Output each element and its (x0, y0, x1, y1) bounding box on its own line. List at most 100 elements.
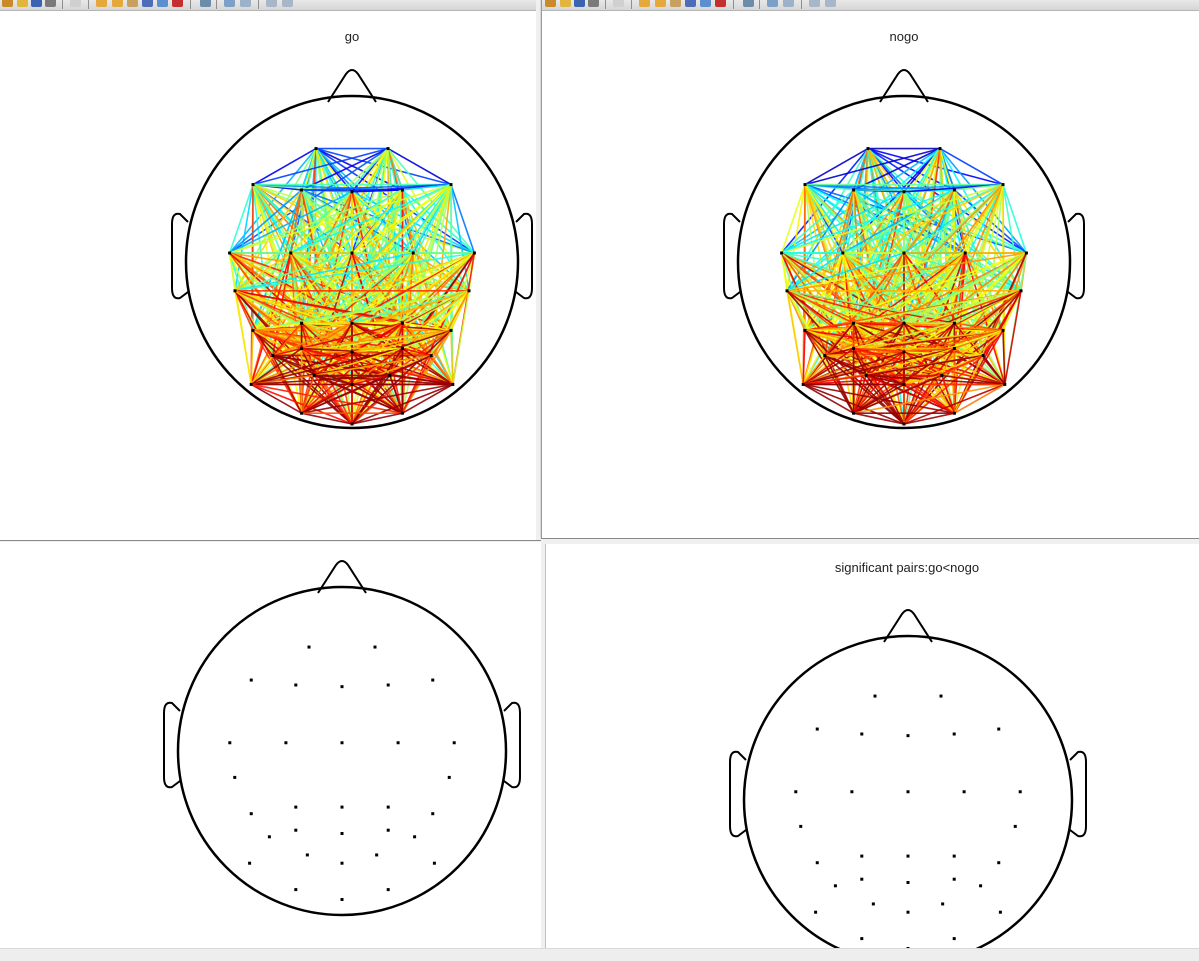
connectivity-line (301, 252, 475, 324)
connectivity-line (351, 290, 470, 324)
save-icon[interactable] (31, 0, 42, 7)
connectivity-line (804, 252, 966, 332)
connectivity-line (351, 383, 454, 425)
link-icon[interactable] (200, 0, 211, 7)
connectivity-line (351, 351, 432, 357)
connectivity-line (234, 252, 292, 292)
colorbar-icon[interactable] (767, 0, 778, 7)
electrode-marker (902, 422, 906, 426)
connectivity-line (865, 347, 955, 377)
legend-icon[interactable] (783, 0, 794, 7)
hide-tools-icon[interactable] (809, 0, 820, 7)
connectivity-line (853, 183, 1004, 191)
connectivity-line (786, 252, 966, 292)
link-icon[interactable] (743, 0, 754, 7)
connectivity-line (250, 189, 303, 385)
data-cursor-icon[interactable] (700, 0, 711, 7)
connectivity-line (852, 347, 905, 425)
save-icon[interactable] (574, 0, 585, 7)
nose-outline (327, 69, 377, 103)
right-ear-outline (1067, 212, 1085, 300)
connectivity-line (251, 374, 315, 386)
connectivity-line (786, 290, 804, 385)
connectivity-line (300, 191, 353, 324)
connectivity-line (786, 183, 1004, 292)
connectivity-line (954, 322, 1004, 332)
zoom-out-icon[interactable] (655, 0, 666, 7)
electrode-marker (429, 354, 433, 358)
electrode-marker (852, 411, 856, 415)
new-figure-icon[interactable] (545, 0, 556, 7)
show-tools-icon[interactable] (825, 0, 836, 7)
connectivity-line (250, 383, 353, 425)
rotate-icon[interactable] (142, 0, 153, 7)
connectivity-line (781, 189, 955, 254)
electrode-marker (386, 828, 390, 832)
connectivity-line (250, 355, 274, 385)
edit-plot-icon[interactable] (70, 0, 81, 7)
connectivity-line (804, 183, 955, 191)
electrode-marker (963, 251, 967, 255)
headplot-go (171, 69, 533, 430)
connectivity-line (234, 290, 252, 385)
figure-go: go (0, 0, 536, 540)
pan-icon[interactable] (670, 0, 681, 7)
brush-icon[interactable] (172, 0, 183, 7)
electrode-marker (312, 373, 316, 377)
new-figure-icon[interactable] (2, 0, 13, 7)
nose-outline (883, 609, 933, 643)
hide-tools-icon[interactable] (266, 0, 277, 7)
connectivity-line (953, 252, 966, 414)
nose-outline (879, 69, 929, 103)
connectivity-line (228, 184, 254, 254)
connectivity-line (853, 412, 905, 425)
connectivity-line (313, 351, 353, 377)
open-file-icon[interactable] (560, 0, 571, 7)
brush-icon[interactable] (715, 0, 726, 7)
connectivity-line (903, 290, 1022, 324)
electrode-marker (431, 812, 435, 816)
electrode-marker (1003, 382, 1007, 386)
electrode-marker (386, 683, 390, 687)
edit-plot-icon[interactable] (613, 0, 624, 7)
plot-title-go: go (344, 29, 360, 44)
zoom-out-icon[interactable] (112, 0, 123, 7)
rotate-icon[interactable] (685, 0, 696, 7)
zoom-in-icon[interactable] (639, 0, 650, 7)
connectivity-line (351, 354, 432, 386)
right-ear-outline (503, 701, 521, 789)
connectivity-line (802, 383, 854, 414)
connectivity-line (804, 329, 855, 414)
electrode-marker (284, 741, 288, 745)
electrode-marker (386, 147, 390, 151)
connectivity-line (865, 322, 905, 376)
pan-icon[interactable] (127, 0, 138, 7)
electrode-marker (400, 346, 404, 350)
electrode-marker (396, 741, 400, 745)
legend-icon[interactable] (240, 0, 251, 7)
print-icon[interactable] (588, 0, 599, 7)
connectivity-line (824, 252, 966, 357)
connectivity-line (786, 290, 1004, 332)
left-ear-outline (729, 750, 747, 838)
electrode-marker (962, 790, 966, 794)
connectivity-line (402, 322, 452, 332)
connectivity-line (804, 147, 869, 186)
window-divider (0, 540, 541, 541)
data-cursor-icon[interactable] (157, 0, 168, 7)
connectivity-line (234, 191, 353, 292)
connectivity-line (842, 252, 855, 414)
connectivity-line (1004, 290, 1022, 385)
electrode-marker (400, 188, 404, 192)
colorbar-icon[interactable] (224, 0, 235, 7)
open-file-icon[interactable] (17, 0, 28, 7)
electrode-marker (314, 147, 318, 151)
print-icon[interactable] (45, 0, 56, 7)
zoom-in-icon[interactable] (96, 0, 107, 7)
electrode-marker (799, 824, 803, 828)
show-tools-icon[interactable] (282, 0, 293, 7)
electrode-marker (449, 328, 453, 332)
connectivity-line (853, 252, 966, 324)
electrode-marker (451, 382, 455, 386)
connectivity-line (251, 347, 403, 386)
